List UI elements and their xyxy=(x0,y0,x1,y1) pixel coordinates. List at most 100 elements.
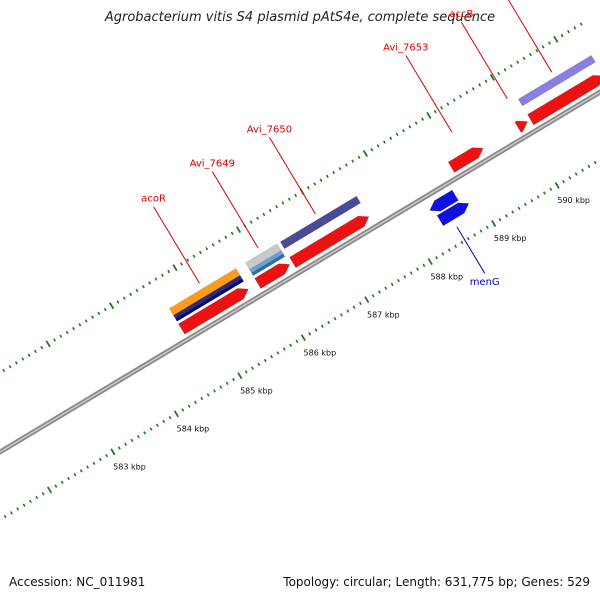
inner-tick xyxy=(523,202,527,207)
inner-tick xyxy=(130,438,134,443)
inner-tick xyxy=(308,332,312,336)
outer-tick xyxy=(103,307,107,312)
outer-tick xyxy=(567,29,570,34)
outer-tick xyxy=(440,106,444,110)
menG-label-line xyxy=(456,226,486,274)
inner-tick xyxy=(364,296,370,304)
inner-tick xyxy=(29,499,32,504)
outer-tick xyxy=(186,258,190,262)
outer-tick xyxy=(8,364,12,369)
inner-tick xyxy=(263,358,267,363)
Avi_7649-cds-gene-arrow xyxy=(254,263,290,289)
inner-tick xyxy=(225,381,229,386)
outer-tick xyxy=(332,170,336,175)
outer-tick xyxy=(45,340,51,348)
outer-tick xyxy=(313,182,317,186)
menG-gene-arrow xyxy=(429,189,459,212)
outer-tick xyxy=(383,140,386,144)
outer-tick xyxy=(281,201,285,205)
outer-tick xyxy=(172,264,178,272)
outer-tick xyxy=(179,262,183,266)
outer-tick xyxy=(497,71,501,76)
accession-text: Accession: NC_011981 xyxy=(9,575,146,589)
outer-tick xyxy=(262,212,266,217)
backbone-highlight xyxy=(0,91,600,453)
outer-tick xyxy=(211,243,215,247)
outer-tick xyxy=(426,111,432,119)
inner-tick xyxy=(346,309,350,313)
inner-tick xyxy=(86,465,90,469)
outer-tick xyxy=(325,174,329,179)
map-title: Agrobacterium vitis S4 plasmid pAtS4e, c… xyxy=(104,10,496,25)
inner-tick xyxy=(403,275,407,279)
outer-tick xyxy=(167,269,171,274)
accB-label-line xyxy=(460,21,508,99)
accC-cds-gene-arrow xyxy=(527,75,600,126)
outer-tick xyxy=(535,49,539,53)
outer-tick xyxy=(522,56,526,61)
outer-tick xyxy=(484,79,488,83)
inner-tick xyxy=(282,347,286,351)
tick-label: 589 kbp xyxy=(494,234,527,243)
inner-tick xyxy=(485,225,489,229)
inner-tick xyxy=(162,419,166,424)
inner-tick xyxy=(110,448,116,456)
outer-tick xyxy=(59,334,63,338)
outer-tick xyxy=(141,285,145,289)
inner-tick xyxy=(213,389,216,393)
outer-tick xyxy=(376,144,380,148)
inner-tick xyxy=(378,290,381,294)
inner-tick xyxy=(257,362,261,367)
inner-tick xyxy=(352,305,356,309)
outer-tick xyxy=(338,167,342,171)
outer-tick xyxy=(489,73,495,81)
outer-tick xyxy=(148,281,152,285)
outer-tick xyxy=(471,87,475,91)
inner-tick xyxy=(173,410,179,418)
inner-tick xyxy=(232,377,235,382)
inner-tick xyxy=(447,248,451,252)
outer-tick xyxy=(509,64,513,68)
inner-tick xyxy=(105,453,109,458)
inner-tick xyxy=(41,492,45,496)
inner-tick xyxy=(530,198,534,203)
inner-tick xyxy=(435,256,439,260)
outer-tick xyxy=(433,109,437,114)
inner-tick xyxy=(562,179,565,184)
outer-tick xyxy=(541,45,545,49)
inner-tick xyxy=(187,404,191,408)
outer-tick xyxy=(2,368,6,373)
outer-tick xyxy=(14,361,18,365)
outer-tick xyxy=(344,163,348,167)
inner-tick xyxy=(574,172,578,176)
Avi_7653-label-line xyxy=(405,55,453,133)
outer-tick xyxy=(256,216,260,220)
outer-tick xyxy=(389,136,393,140)
inner-tick xyxy=(409,271,413,275)
inner-tick xyxy=(314,328,318,332)
inner-tick xyxy=(35,495,39,500)
Avi_7650-feature-bar-0 xyxy=(280,195,361,250)
outer-tick xyxy=(84,319,88,323)
inner-tick xyxy=(371,294,375,298)
outer-tick xyxy=(21,357,25,361)
inner-tick xyxy=(466,237,470,241)
Avi_7649-feature-bar-2 xyxy=(251,253,286,276)
Avi_7650-label: Avi_7650 xyxy=(247,124,292,135)
outer-tick xyxy=(503,68,507,72)
inner-tick xyxy=(517,206,521,210)
outer-tick xyxy=(560,33,564,38)
outer-tick xyxy=(116,300,120,304)
outer-tick xyxy=(306,186,310,190)
acoR-feature-bar-2 xyxy=(175,278,244,322)
outer-tick xyxy=(516,60,520,64)
inner-tick xyxy=(542,191,546,195)
inner-tick xyxy=(117,446,121,450)
outer-tick xyxy=(154,277,158,281)
inner-tick xyxy=(143,431,147,435)
inner-tick xyxy=(79,469,83,473)
inner-tick xyxy=(155,423,159,427)
inner-tick xyxy=(473,233,477,237)
inner-tick xyxy=(237,372,243,380)
